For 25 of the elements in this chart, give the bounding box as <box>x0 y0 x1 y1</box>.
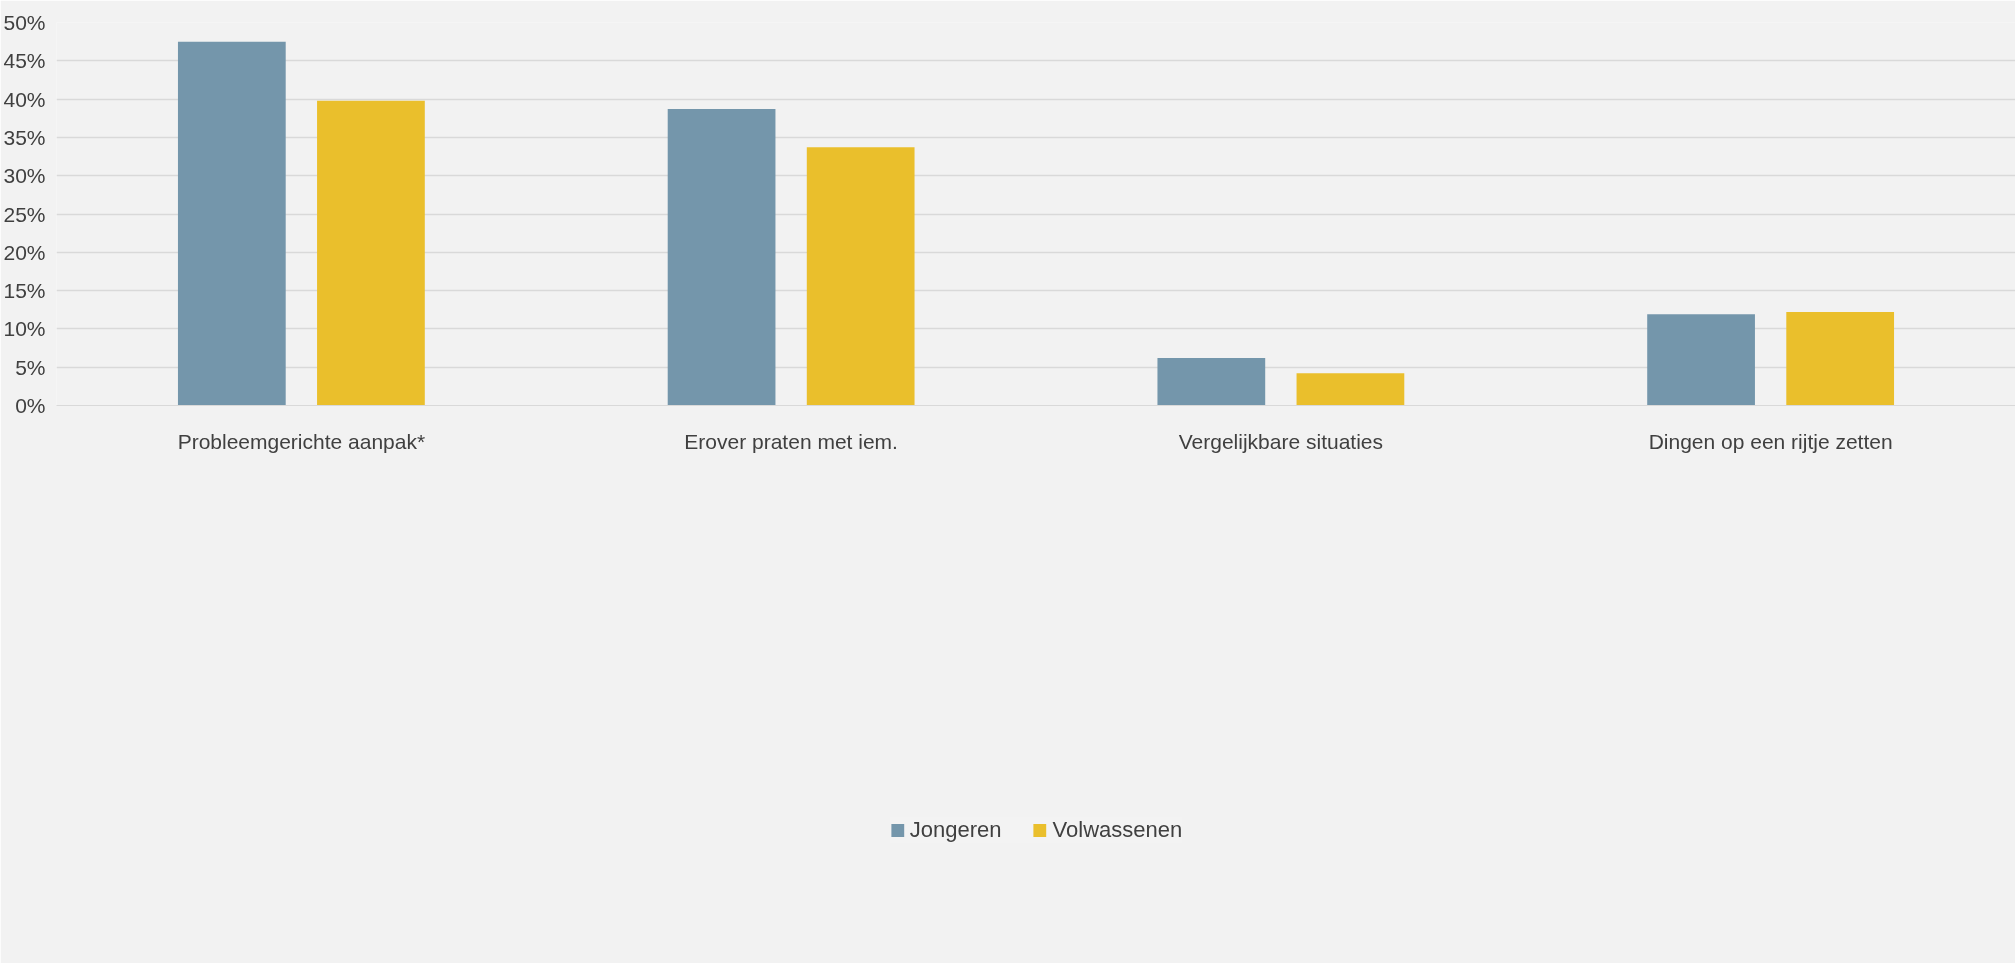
bar <box>1157 358 1266 406</box>
y-tick-label: 5% <box>15 355 46 379</box>
y-tick-label: 10% <box>3 317 46 341</box>
y-tick-label: 25% <box>3 202 46 226</box>
bar <box>1786 312 1895 406</box>
y-tick-label: 15% <box>3 279 46 303</box>
x-tick-label: Dingen op een rijtje zetten <box>1648 429 1893 453</box>
x-tick-label: Probleemgerichte aanpak* <box>177 429 426 453</box>
bar <box>1647 314 1755 406</box>
legend-label: Jongeren <box>909 816 1002 843</box>
bar <box>317 100 425 406</box>
y-tick-label: 35% <box>3 125 46 149</box>
bar <box>667 109 776 406</box>
bar <box>806 147 915 406</box>
y-tick-label: 0% <box>15 394 46 417</box>
legend-label: Volwassenen <box>1052 816 1183 843</box>
x-tick-label: Vergelijkbare situaties <box>1178 429 1384 453</box>
y-tick-label: 30% <box>3 164 46 188</box>
bar <box>1296 373 1405 406</box>
y-tick-label: 45% <box>3 49 46 73</box>
x-tick-label: Erover praten met iem. <box>684 429 898 453</box>
y-tick-label: 20% <box>3 240 46 264</box>
y-tick-label: 50% <box>3 11 46 34</box>
bar <box>177 41 286 406</box>
y-tick-label: 40% <box>3 87 46 111</box>
